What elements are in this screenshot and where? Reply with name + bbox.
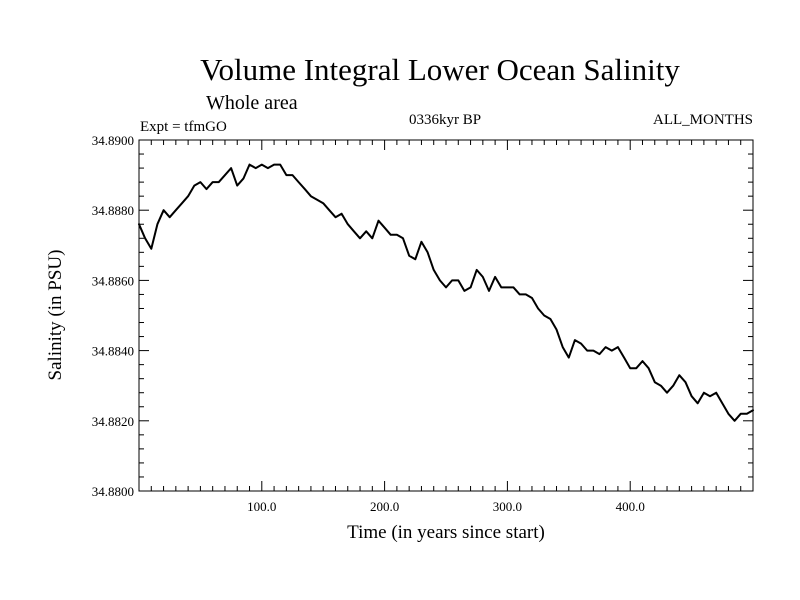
period-label: 0336kyr BP bbox=[409, 112, 481, 128]
x-tick-label: 300.0 bbox=[493, 499, 522, 514]
x-axis-label: Time (in years since start) bbox=[347, 522, 545, 543]
axis-ticks bbox=[139, 140, 753, 491]
tick-labels: 100.0 200.0 300.0 400.0 34.8800 34.8820 34.884… bbox=[92, 133, 645, 514]
plot-frame bbox=[138, 139, 754, 492]
chart-title: Volume Integral Lower Ocean Salinity bbox=[200, 52, 680, 87]
x-tick-label: 400.0 bbox=[616, 499, 645, 514]
y-tick-label: 34.8860 bbox=[92, 273, 134, 288]
chart-subtitle: Whole area bbox=[206, 92, 298, 114]
salinity-line bbox=[138, 163, 754, 422]
y-tick-label: 34.8820 bbox=[92, 414, 134, 429]
x-tick-label: 200.0 bbox=[370, 499, 399, 514]
y-tick-label: 34.8840 bbox=[92, 344, 134, 359]
y-tick-label: 34.8800 bbox=[92, 484, 134, 499]
y-tick-label: 34.8880 bbox=[92, 203, 134, 218]
y-axis-label: Salinity (in PSU) bbox=[45, 250, 66, 381]
x-tick-label: 100.0 bbox=[247, 499, 276, 514]
experiment-label: Expt = tfmGO bbox=[140, 119, 227, 135]
months-label: ALL_MONTHS bbox=[653, 112, 753, 128]
y-tick-label: 34.8900 bbox=[92, 133, 134, 148]
